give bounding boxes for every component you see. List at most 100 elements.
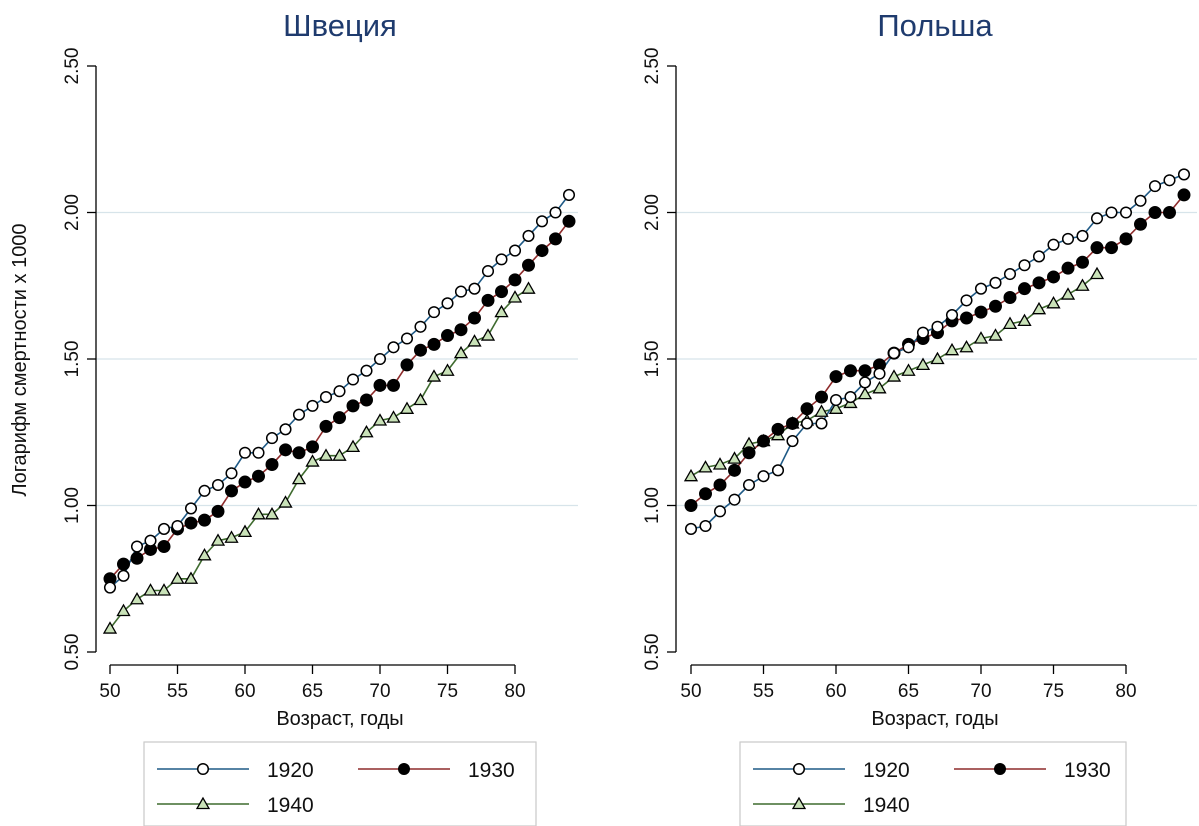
x-tick-label: 80 [504,681,525,702]
y-tick-label: 2.50 [642,48,663,85]
point-1920 [960,294,973,307]
legend-marker [994,763,1006,775]
legend-item-1940: 1940 [157,794,314,817]
point-1940 [278,495,293,508]
point-1930 [562,214,576,228]
point-1930 [699,487,712,501]
point-1920 [858,376,872,389]
x-tick-label: 60 [825,681,846,702]
point-1920 [684,522,698,535]
legend-marker [791,796,807,810]
legend-box [143,741,537,826]
point-1930 [989,299,1002,313]
point-1920 [292,408,306,421]
point-1930 [1003,290,1017,304]
chart-panel-1: Швеция 0.50 1.00 1.50 2.00 2.50 50 55 60 65 70 75 80… [9,8,578,826]
point-1920 [873,367,886,380]
point-1930 [346,399,360,413]
point-1920 [252,446,265,459]
point-1940 [345,439,361,453]
x-tick-label: 70 [970,681,991,702]
point-1920 [1061,232,1075,245]
point-1930 [858,364,872,378]
point-1920 [522,229,535,242]
point-1930 [495,285,508,299]
point-1930 [508,273,522,287]
point-1920 [387,341,400,354]
point-1940 [988,328,1003,341]
point-1930 [522,258,535,272]
point-1930 [427,337,441,351]
point-1940 [521,281,536,294]
point-1940 [440,363,455,376]
point-1920 [713,505,727,518]
point-1920 [414,320,427,333]
y-tick-label: 2.00 [642,194,663,231]
legend-marker [196,762,210,776]
point-1940 [129,591,145,605]
point-1920 [989,276,1002,289]
legend-item-1920: 1920 [157,759,314,782]
point-1940 [116,603,131,617]
point-1940 [1017,313,1032,327]
point-1920 [1090,212,1104,225]
point-1940 [426,369,442,382]
point-1930 [333,411,346,425]
point-1940 [814,404,829,417]
point-1940 [872,380,887,394]
x-tick-label: 80 [1115,681,1136,702]
point-1930 [960,311,973,325]
point-1920 [535,215,549,228]
point-1920 [184,502,198,515]
point-1930 [815,390,828,404]
point-1920 [346,373,360,386]
point-1930 [800,402,814,416]
legend-marker [195,796,211,810]
point-1920 [441,297,454,310]
point-1940 [264,506,280,520]
point-1940 [359,424,374,438]
y-axis-label: Логарифм смертности x 1000 [9,223,31,496]
x-tick-label: 55 [167,681,188,702]
legend-marker [398,763,410,775]
legend: 1920 1930 1940 [143,741,537,826]
x-tick-label: 65 [302,681,323,702]
point-1930 [1076,255,1089,269]
point-1930 [549,232,562,246]
point-1930 [441,329,454,343]
point-1930 [225,484,238,498]
legend-marker [792,762,806,776]
point-1930 [1177,188,1191,202]
point-1940 [399,401,415,414]
point-1920 [1105,206,1118,219]
point-1920 [1076,229,1089,242]
point-1920 [481,265,495,278]
point-1930 [829,370,843,384]
y-tick-label: 1.00 [62,487,83,524]
point-1940 [1002,316,1018,329]
point-1920 [1047,238,1060,251]
point-1920 [225,467,238,480]
point-1920 [171,519,184,533]
point-1920 [144,534,157,547]
point-1940 [480,328,496,341]
point-1930 [481,293,495,307]
point-1920 [1163,174,1176,187]
point-1920 [360,364,373,377]
x-tick-label: 50 [680,681,701,702]
legend-label: 1920 [267,759,314,782]
point-1930 [1148,206,1162,219]
point-1940 [1046,296,1061,309]
chart-title: Швеция [283,8,397,43]
y-tick-label: 0.50 [642,634,663,671]
point-1940 [291,471,307,485]
point-1940 [973,331,989,344]
point-1920 [1134,194,1147,207]
x-axis-label: Возраст, годы [276,708,403,730]
point-1940 [1060,287,1076,300]
legend-label: 1930 [468,759,515,782]
point-1940 [886,369,902,382]
point-1920 [1177,168,1191,181]
point-1930 [1047,270,1060,284]
point-1920 [887,347,901,360]
